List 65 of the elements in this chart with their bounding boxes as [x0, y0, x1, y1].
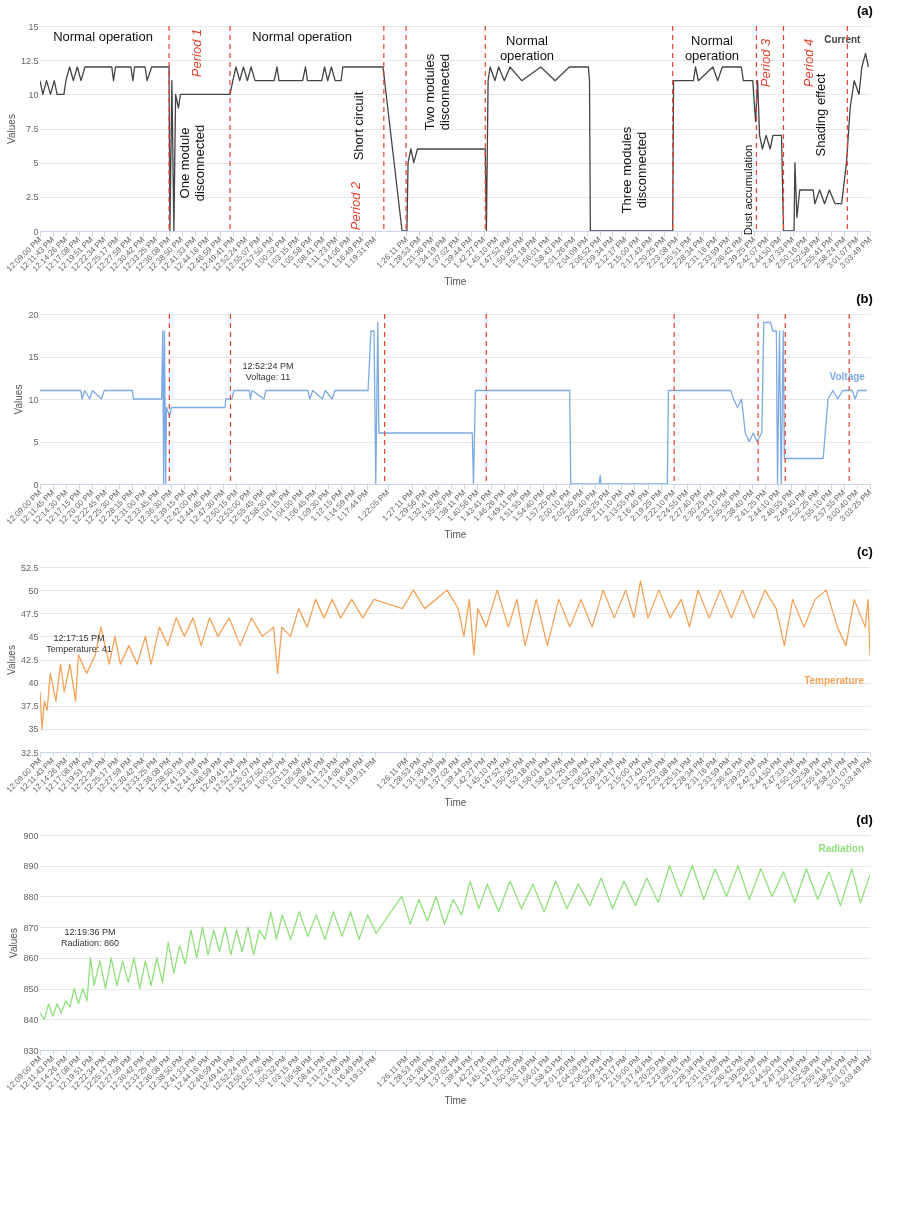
y-tick-label: 15 — [28, 352, 39, 362]
text: Temperature — [804, 674, 865, 686]
y-tick-label: 5 — [33, 158, 39, 169]
y-tick-label: 50 — [28, 585, 39, 596]
y-tick-label: 7.5 — [25, 124, 39, 134]
series-label: Radiation — [818, 842, 864, 854]
y-axis-title: Values — [5, 114, 17, 144]
annotation: Two modules disconnected — [422, 53, 452, 131]
annotation: Short circuit — [351, 91, 366, 161]
y-tick-label: 32.5 — [20, 747, 39, 758]
annotation: Normal operation — [252, 29, 352, 44]
annotation: 12:52:24 PM — [242, 361, 294, 371]
annotation: Dust accumulation — [742, 144, 754, 236]
annotation: Period 4 — [801, 38, 816, 88]
y-tick-label: 52.5 — [20, 562, 39, 573]
series-label: Current — [824, 34, 862, 45]
chart-title: (d) — [856, 812, 873, 827]
y-tick-label: 830 — [23, 1045, 39, 1056]
chart-title: (b) — [856, 291, 873, 306]
y-tick-label: 10 — [28, 394, 39, 405]
annotation: Period 2 — [348, 181, 363, 231]
y-tick-label: 880 — [23, 891, 39, 902]
y-axis-title: Values — [8, 928, 20, 958]
annotation: Voltage: 11 — [245, 372, 291, 382]
y-tick-label: 0 — [33, 479, 39, 490]
line-series — [40, 580, 870, 730]
y-axis-title: Values — [13, 384, 25, 415]
annotation: One module disconnected — [177, 124, 207, 202]
annotation: Radiation: 860 — [60, 938, 120, 948]
y-tick-label: 860 — [23, 953, 39, 964]
x-axis-title: Time — [444, 1095, 467, 1107]
annotation: Normal operation — [499, 33, 555, 63]
y-tick-label: 42.5 — [20, 655, 39, 665]
y-tick-label: 20 — [28, 309, 39, 320]
annotation: Shading effect — [813, 73, 828, 157]
y-tick-label: 870 — [23, 922, 39, 933]
y-tick-label: 2.5 — [25, 192, 39, 203]
y-tick-label: 40 — [28, 678, 39, 689]
annotation: Period 3 — [758, 38, 773, 88]
y-tick-label: 47.5 — [20, 608, 39, 619]
x-axis-title: Time — [444, 529, 467, 541]
chart-title: (a) — [856, 3, 873, 18]
y-tick-label: 900 — [23, 830, 39, 841]
annotation: Normal operation — [684, 33, 740, 63]
chart-title: (c) — [856, 544, 873, 559]
y-tick-label: 10 — [28, 89, 39, 100]
annotation: Normal operation — [53, 29, 153, 44]
line-series — [40, 865, 870, 1020]
y-tick-label: 850 — [23, 984, 39, 995]
y-tick-label: 890 — [23, 861, 39, 872]
y-tick-label: 0 — [33, 226, 39, 237]
annotation: Three modules disconnected — [619, 126, 649, 214]
y-tick-label: 840 — [23, 1014, 39, 1025]
annotation: Period 1 — [189, 28, 204, 78]
y-axis-title: Values — [5, 645, 17, 675]
y-tick-label: 12.5 — [20, 55, 39, 66]
y-tick-label: 45 — [28, 631, 39, 642]
y-tick-label: 5 — [33, 437, 39, 447]
x-axis-title: Time — [444, 797, 467, 809]
y-tick-label: 15 — [28, 21, 39, 32]
y-tick-label: 37.5 — [20, 701, 39, 712]
x-axis-title: Time — [444, 276, 467, 288]
annotation: 12:19:36 PM — [64, 927, 116, 937]
series-label: Voltage — [829, 370, 866, 382]
y-tick-label: 35 — [28, 724, 39, 735]
